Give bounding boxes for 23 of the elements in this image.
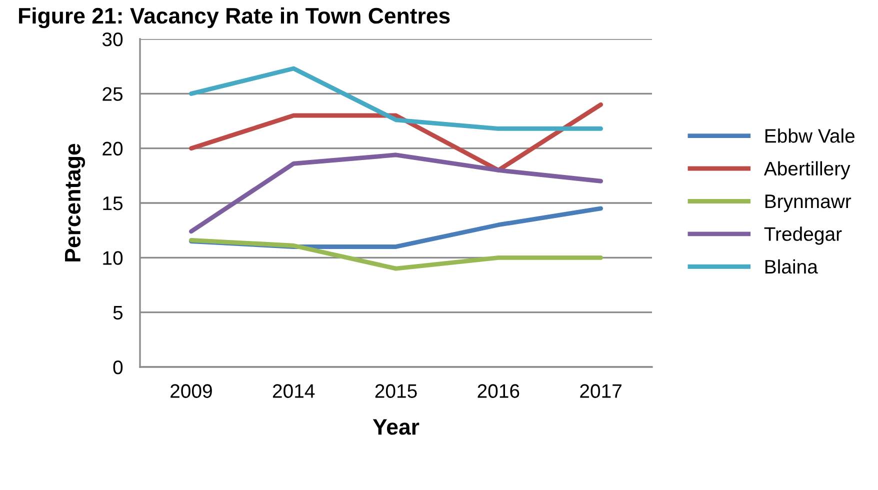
y-tick-label: 0 [113, 360, 123, 374]
chart-title: Figure 21: Vacancy Rate in Town Centres [19, 7, 450, 28]
line-series [188, 66, 604, 131]
y-tick-label: 30 [102, 32, 123, 46]
y-tick-label: 5 [113, 306, 123, 320]
legend-label: Abertillery [764, 161, 850, 180]
legend-label: Brynmawr [765, 194, 852, 212]
line-series [188, 152, 604, 234]
x-tick-label: 2014 [272, 384, 315, 398]
legend-label: Ebbw Vale [765, 128, 855, 143]
legend-label: Tredegar [764, 226, 842, 245]
y-tick-label: 10 [103, 251, 123, 265]
x-tick-label: 2009 [170, 384, 212, 398]
y-tick-label: 15 [103, 196, 123, 210]
legend-label: Blaina [765, 259, 818, 274]
x-tick-label: 2017 [580, 384, 622, 398]
x-tick-label: 2016 [478, 384, 520, 398]
line-series [188, 238, 604, 271]
x-tick-label: 2015 [375, 384, 417, 398]
x-axis-title: Year [372, 419, 420, 435]
y-tick-label: 20 [102, 142, 123, 156]
y-axis-title: Percentage [65, 144, 86, 262]
y-tick-label: 25 [102, 87, 123, 101]
